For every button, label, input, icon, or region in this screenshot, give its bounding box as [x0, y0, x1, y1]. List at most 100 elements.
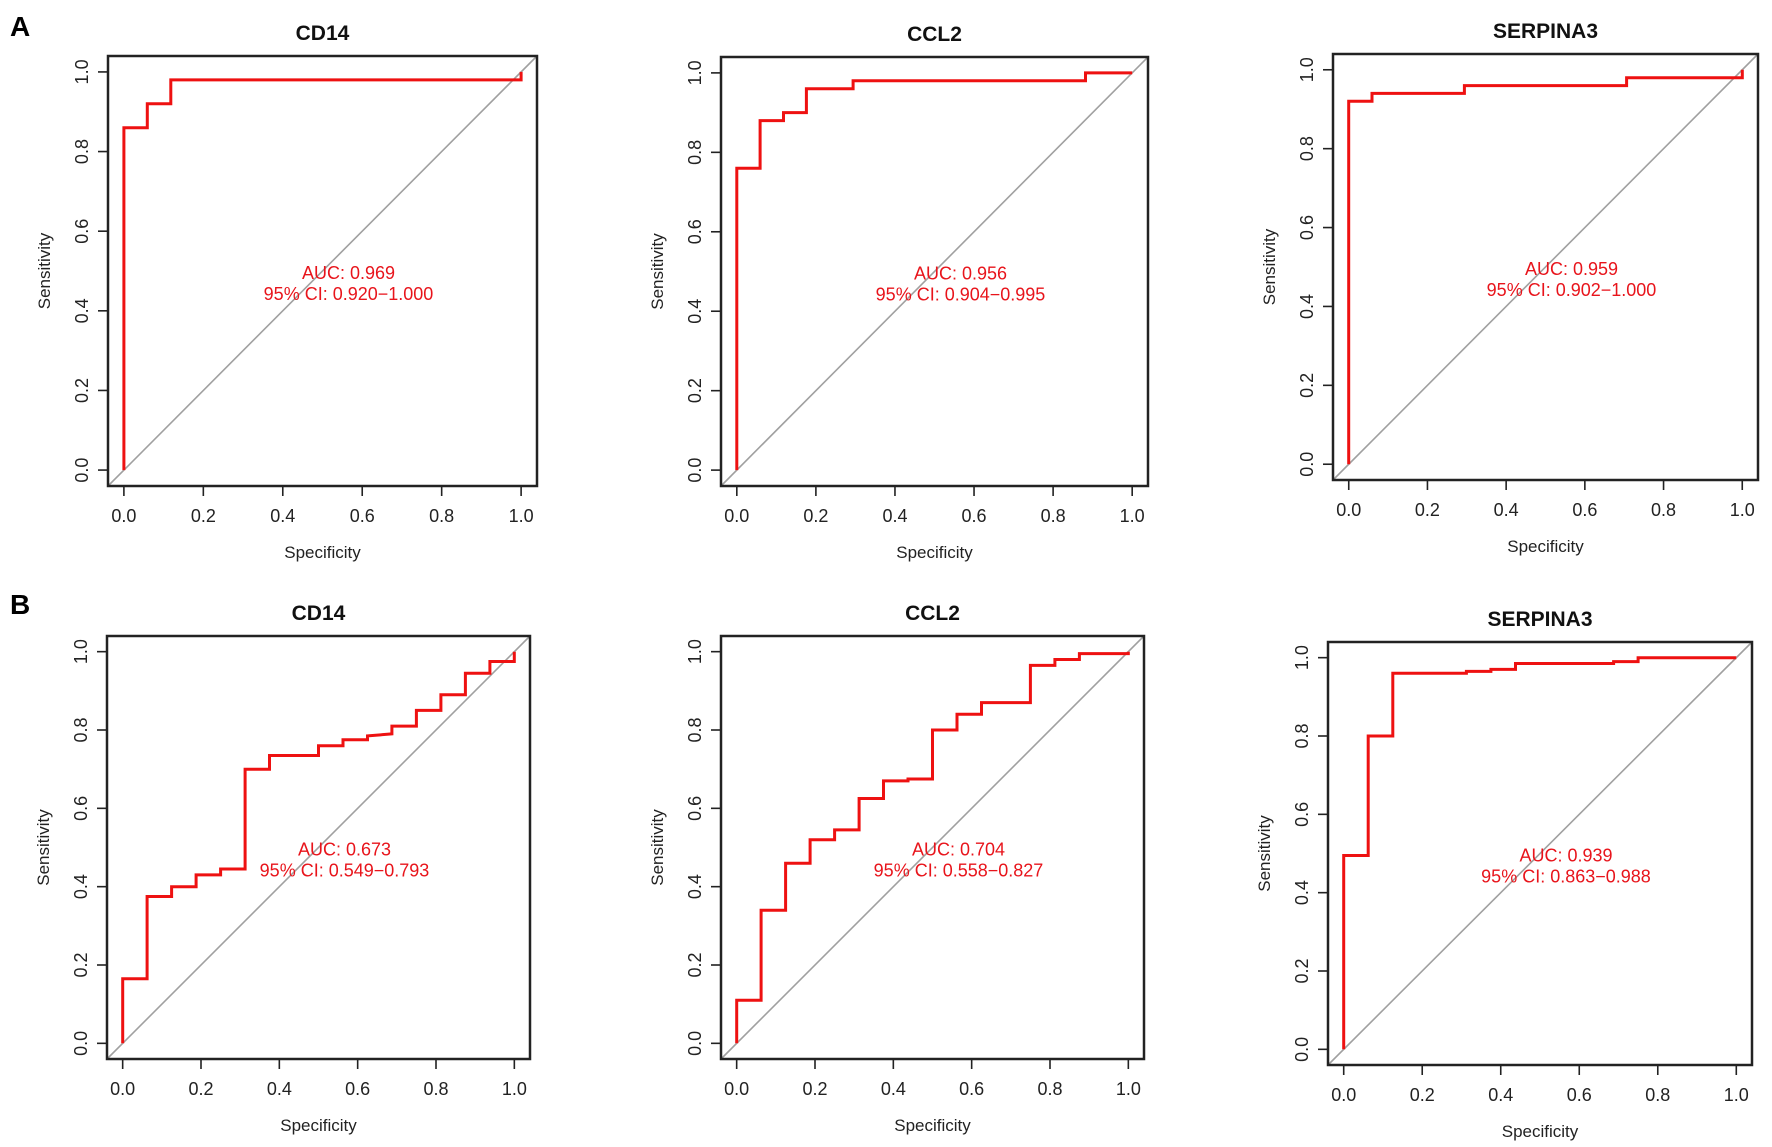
x-tick-label: 0.0	[724, 506, 749, 526]
x-tick-label: 1.0	[502, 1079, 527, 1099]
x-axis-label: Specificity	[896, 543, 973, 562]
y-tick-label: 0.2	[1292, 958, 1312, 983]
y-tick-label: 0.4	[1297, 294, 1317, 319]
roc-panel-b-cd14: CD14 0.0 0.2 0.4 0.6 0.8 1.0 0.0 0.2 0.4 0.6 0.8 1.0…	[34, 602, 532, 1135]
ci-label: 95% CI: 0.558−0.827	[874, 861, 1044, 881]
chart-title: CD14	[292, 602, 346, 625]
x-tick-label: 1.0	[1116, 1079, 1141, 1099]
reference-diagonal	[106, 635, 531, 1060]
x-tick-label: 0.8	[1037, 1079, 1062, 1099]
y-tick-label: 0.0	[1297, 452, 1317, 477]
x-tick-label: 0.0	[110, 1079, 135, 1099]
x-axis-label: Specificity	[1502, 1122, 1579, 1141]
roc-curve	[1347, 69, 1744, 465]
x-axis-label: Specificity	[1507, 537, 1584, 556]
roc-panel-a-cd14: CD14 0.0 0.2 0.4 0.6 0.8 1.0 0.0 0.2 0.4 0.6 0.8 1.0…	[35, 22, 539, 562]
roc-panel-a-ccl2: CCL2 0.0 0.2 0.4 0.6 0.8 1.0 0.0 0.2 0.4 0.6 0.8 1.0…	[648, 23, 1150, 562]
x-tick-label: 0.6	[962, 506, 987, 526]
roc-panel-b-ccl2: CCL2 0.0 0.2 0.4 0.6 0.8 1.0 0.0 0.2 0.4 0.6 0.8 1.0…	[648, 602, 1146, 1135]
x-tick-label: 0.2	[1415, 500, 1440, 520]
x-tick-label: 0.2	[1410, 1085, 1435, 1105]
ci-label: 95% CI: 0.904−0.995	[876, 285, 1046, 305]
roc-curve	[735, 71, 1133, 471]
y-tick-label: 0.0	[685, 1031, 705, 1056]
y-tick-label: 0.4	[71, 874, 91, 899]
chart-title: SERPINA3	[1493, 20, 1598, 43]
ci-label: 95% CI: 0.549−0.793	[260, 861, 430, 881]
reference-diagonal	[1327, 641, 1753, 1066]
x-tick-label: 1.0	[509, 506, 534, 526]
x-tick-label: 0.6	[345, 1079, 370, 1099]
plot-frame	[719, 634, 1146, 1061]
y-tick-label: 0.6	[72, 219, 92, 244]
y-tick-label: 0.2	[72, 378, 92, 403]
auc-label: AUC: 0.939	[1519, 846, 1612, 866]
plot-frame	[106, 54, 539, 488]
y-tick-label: 0.0	[685, 458, 705, 483]
y-tick-label: 0.2	[1297, 373, 1317, 398]
plot-frame	[1326, 640, 1754, 1067]
x-tick-label: 0.8	[429, 506, 454, 526]
x-tick-label: 0.8	[1645, 1085, 1670, 1105]
y-tick-label: 0.6	[1292, 802, 1312, 827]
y-tick-label: 0.8	[685, 140, 705, 165]
ci-label: 95% CI: 0.920−1.000	[264, 284, 434, 304]
reference-diagonal	[720, 635, 1145, 1060]
panel-label-a: A	[10, 11, 30, 42]
roc-panel-a-serpina3: SERPINA3 0.0 0.2 0.4 0.6 0.8 1.0 0.0 0.2 0.4 0.6 0.…	[1260, 20, 1760, 556]
plot-frame	[1331, 52, 1760, 482]
plot-frame	[105, 634, 532, 1061]
x-tick-label: 0.6	[959, 1079, 984, 1099]
x-tick-label: 0.4	[267, 1079, 292, 1099]
y-tick-label: 1.0	[1292, 645, 1312, 670]
y-axis-label: Sensitivity	[1255, 815, 1274, 892]
y-tick-label: 0.0	[71, 1031, 91, 1056]
auc-label: AUC: 0.704	[912, 840, 1005, 860]
y-tick-label: 0.8	[72, 139, 92, 164]
x-tick-label: 0.2	[803, 506, 828, 526]
y-tick-label: 0.8	[71, 717, 91, 742]
y-tick-label: 0.8	[1292, 723, 1312, 748]
x-tick-label: 0.0	[724, 1079, 749, 1099]
chart-title: SERPINA3	[1487, 608, 1592, 631]
y-tick-label: 0.6	[685, 219, 705, 244]
panel-label-b: B	[10, 589, 30, 620]
y-axis-label: Sensitivity	[648, 809, 667, 886]
y-tick-label: 0.2	[685, 378, 705, 403]
y-tick-label: 0.4	[685, 874, 705, 899]
x-tick-label: 0.4	[1488, 1085, 1513, 1105]
x-tick-label: 0.0	[111, 506, 136, 526]
auc-label: AUC: 0.673	[298, 840, 391, 860]
y-tick-label: 1.0	[72, 59, 92, 84]
auc-label: AUC: 0.969	[302, 263, 395, 283]
reference-diagonal	[107, 55, 538, 487]
x-tick-label: 0.2	[191, 506, 216, 526]
y-tick-label: 0.4	[1292, 880, 1312, 905]
x-axis-label: Specificity	[894, 1116, 971, 1135]
x-tick-label: 0.8	[1041, 506, 1066, 526]
chart-title: CCL2	[905, 602, 960, 625]
x-tick-label: 0.8	[1651, 500, 1676, 520]
x-tick-label: 1.0	[1120, 506, 1145, 526]
x-tick-label: 0.4	[881, 1079, 906, 1099]
y-axis-label: Sensitivity	[1260, 228, 1279, 305]
y-tick-label: 1.0	[71, 639, 91, 664]
y-tick-label: 0.6	[71, 796, 91, 821]
y-tick-label: 1.0	[685, 60, 705, 85]
x-tick-label: 0.6	[1572, 500, 1597, 520]
x-axis-label: Specificity	[284, 543, 361, 562]
x-tick-label: 1.0	[1724, 1085, 1749, 1105]
x-tick-label: 0.2	[802, 1079, 827, 1099]
x-tick-label: 0.6	[350, 506, 375, 526]
ci-label: 95% CI: 0.863−0.988	[1481, 867, 1651, 887]
reference-diagonal	[1332, 53, 1759, 481]
y-axis-label: Sensitivity	[34, 809, 53, 886]
reference-diagonal	[720, 56, 1149, 487]
x-tick-label: 0.0	[1336, 500, 1361, 520]
roc-curve	[122, 71, 523, 471]
roc-curve	[1342, 656, 1737, 1050]
roc-curve	[121, 651, 516, 1044]
x-tick-label: 0.2	[188, 1079, 213, 1099]
y-tick-label: 1.0	[1297, 57, 1317, 82]
